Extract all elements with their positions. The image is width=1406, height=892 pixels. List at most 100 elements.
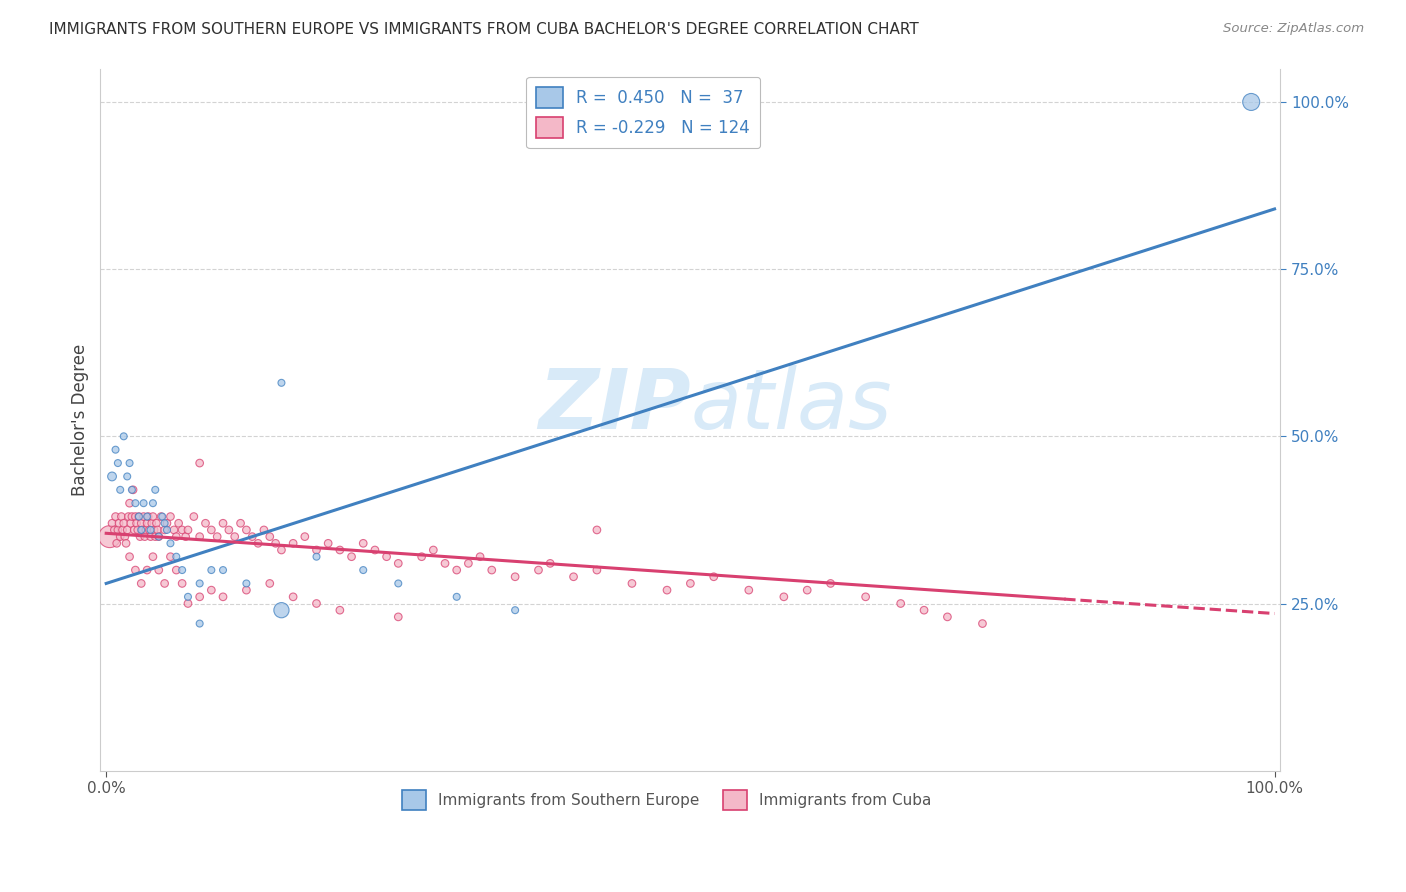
Point xyxy=(101,516,124,531)
Point xyxy=(205,530,228,544)
Point xyxy=(177,590,200,604)
Point xyxy=(165,530,187,544)
Point xyxy=(352,563,374,577)
Point xyxy=(305,543,328,558)
Point xyxy=(118,549,141,564)
Point xyxy=(163,523,186,537)
Point xyxy=(229,516,252,531)
Point xyxy=(124,496,146,510)
Point xyxy=(143,530,166,544)
Point xyxy=(110,483,132,497)
Point xyxy=(235,576,257,591)
Point xyxy=(305,597,328,611)
Point xyxy=(235,523,257,537)
Point xyxy=(167,516,190,531)
Point xyxy=(132,496,155,510)
Point xyxy=(135,523,157,537)
Point xyxy=(143,523,166,537)
Point xyxy=(112,429,135,443)
Point xyxy=(446,590,468,604)
Point xyxy=(188,530,211,544)
Point xyxy=(153,576,176,591)
Point xyxy=(679,576,702,591)
Point xyxy=(855,590,877,604)
Point xyxy=(387,610,409,624)
Point xyxy=(200,563,222,577)
Point xyxy=(586,563,609,577)
Point xyxy=(104,442,127,457)
Point xyxy=(364,543,387,558)
Point xyxy=(141,516,163,531)
Point xyxy=(177,523,200,537)
Point xyxy=(118,456,141,470)
Point xyxy=(218,523,240,537)
Point xyxy=(150,509,173,524)
Point xyxy=(165,563,187,577)
Text: IMMIGRANTS FROM SOUTHERN EUROPE VS IMMIGRANTS FROM CUBA BACHELOR'S DEGREE CORREL: IMMIGRANTS FROM SOUTHERN EUROPE VS IMMIG… xyxy=(49,22,920,37)
Text: atlas: atlas xyxy=(690,365,891,446)
Point xyxy=(212,516,235,531)
Point xyxy=(142,509,165,524)
Point xyxy=(738,583,761,598)
Point xyxy=(128,509,150,524)
Point xyxy=(200,523,222,537)
Point xyxy=(259,576,281,591)
Point xyxy=(387,557,409,571)
Point xyxy=(387,576,409,591)
Point xyxy=(110,509,132,524)
Point xyxy=(156,523,179,537)
Point xyxy=(153,516,176,531)
Point xyxy=(128,509,150,524)
Point xyxy=(118,496,141,510)
Point xyxy=(120,516,142,531)
Point xyxy=(115,536,138,550)
Point xyxy=(124,509,146,524)
Point xyxy=(796,583,818,598)
Point xyxy=(281,536,304,550)
Point xyxy=(264,536,287,550)
Point xyxy=(148,530,170,544)
Point xyxy=(142,549,165,564)
Point xyxy=(316,536,339,550)
Text: Source: ZipAtlas.com: Source: ZipAtlas.com xyxy=(1223,22,1364,36)
Point xyxy=(110,530,132,544)
Point xyxy=(124,563,146,577)
Point xyxy=(936,610,959,624)
Point xyxy=(114,530,136,544)
Point xyxy=(165,549,187,564)
Point xyxy=(503,603,526,617)
Point xyxy=(305,549,328,564)
Point xyxy=(224,530,246,544)
Legend: Immigrants from Southern Europe, Immigrants from Cuba: Immigrants from Southern Europe, Immigra… xyxy=(395,784,938,815)
Point xyxy=(104,509,127,524)
Point xyxy=(159,536,181,550)
Point xyxy=(121,483,143,497)
Point xyxy=(150,509,173,524)
Point xyxy=(259,530,281,544)
Y-axis label: Bachelor's Degree: Bachelor's Degree xyxy=(72,343,89,496)
Point xyxy=(101,469,124,483)
Point xyxy=(240,530,263,544)
Point xyxy=(294,530,316,544)
Point xyxy=(107,523,129,537)
Point xyxy=(131,523,153,537)
Point xyxy=(122,483,145,497)
Point xyxy=(115,469,138,483)
Point xyxy=(143,483,166,497)
Point xyxy=(188,456,211,470)
Text: ZIP: ZIP xyxy=(537,365,690,446)
Point xyxy=(270,376,292,390)
Point xyxy=(912,603,935,617)
Point xyxy=(159,549,181,564)
Point xyxy=(159,509,181,524)
Point xyxy=(253,523,276,537)
Point xyxy=(115,523,138,537)
Point xyxy=(212,563,235,577)
Point xyxy=(136,509,159,524)
Point xyxy=(129,516,152,531)
Point xyxy=(212,590,235,604)
Point xyxy=(172,576,194,591)
Point xyxy=(129,523,152,537)
Point xyxy=(375,549,398,564)
Point xyxy=(127,523,149,537)
